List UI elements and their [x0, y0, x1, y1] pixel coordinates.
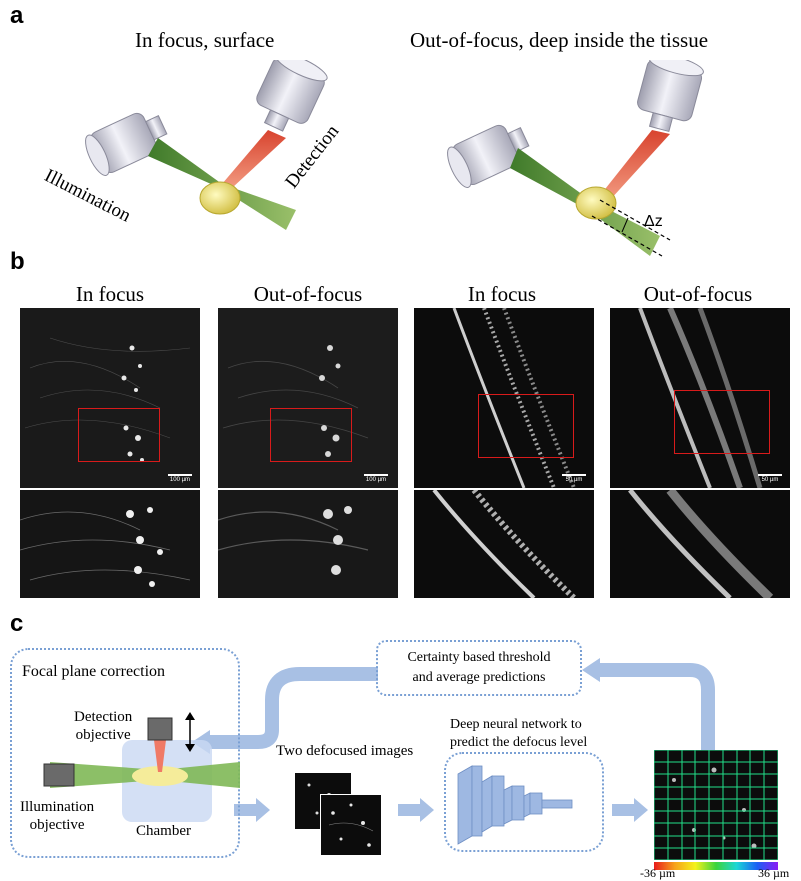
colorbar	[654, 862, 778, 870]
illumination-objective-icon	[43, 763, 75, 787]
right-detection-beam	[598, 130, 670, 200]
scalebar-1: 100 µm	[168, 474, 192, 483]
micrograph-4-full: 50 µm	[610, 308, 790, 488]
micrograph-1-zoom	[20, 490, 200, 598]
dnn-diagram	[457, 765, 573, 845]
chamber-diagram	[43, 712, 240, 822]
prediction-grid	[654, 750, 778, 860]
micrograph-4-zoom-texture	[628, 490, 774, 598]
micrograph-3-texture	[452, 308, 576, 488]
panel-b-letter: b	[10, 248, 25, 275]
micrograph-2-zoom	[218, 490, 398, 598]
illumination-sheet	[50, 762, 160, 788]
delta-z-label: Δz	[644, 213, 663, 230]
detection-objective-label: Detection objective	[74, 709, 133, 743]
dnn-label: Deep neural network to predict the defoc…	[450, 717, 588, 750]
micrograph-3-full: 50 µm	[414, 308, 594, 488]
left-detection-objective	[256, 60, 328, 132]
panel-a-left-title: In focus, surface	[135, 28, 275, 52]
left-illumination-objective	[85, 112, 168, 176]
zoom-region-2	[270, 408, 352, 462]
zoom-region-1	[78, 408, 160, 462]
right-detection-objective	[637, 60, 704, 133]
focal-plane-correction-box	[10, 648, 240, 858]
threshold-box	[376, 640, 582, 696]
panel-b-title-4: Out-of-focus	[643, 282, 753, 306]
micrograph-3-zoom	[414, 490, 594, 598]
threshold-label: Certainty based threshold and average pr…	[407, 650, 551, 685]
detection-objective-icon	[147, 717, 173, 741]
focal-plane-title: Focal plane correction	[22, 663, 166, 680]
sample-ellipse	[132, 766, 188, 786]
defocused-image-2	[320, 794, 382, 856]
detection-cone	[154, 740, 166, 772]
panel-a-diagrams	[85, 60, 704, 257]
micrograph-3-zoom-texture	[432, 490, 577, 598]
chamber-label: Chamber	[136, 823, 191, 839]
two-images-label: Two defocused images	[276, 743, 414, 759]
panel-c-letter: c	[10, 610, 24, 637]
right-sample	[575, 186, 617, 220]
delta-z-arrow	[621, 217, 629, 233]
micrograph-1-zoom-texture	[20, 507, 191, 587]
left-sample	[199, 181, 241, 215]
micrograph-4-zoom	[610, 490, 790, 598]
panel-a-right-title: Out-of-focus, deep inside the tissue	[410, 28, 709, 52]
panel-b-title-2: Out-of-focus	[253, 282, 363, 306]
panel-b-title-3: In focus	[467, 282, 537, 306]
left-detection-beam	[222, 130, 286, 188]
dnn-box	[444, 752, 604, 852]
micrograph-1-texture	[24, 337, 191, 462]
zoom-region-3	[478, 394, 574, 458]
micrograph-4-texture	[638, 308, 763, 488]
micrograph-2-texture	[222, 345, 369, 457]
panel-a-letter: a	[10, 2, 24, 29]
colorbar-min-label: -36 µm	[640, 866, 676, 880]
micrograph-1-full: 100 µm	[20, 308, 200, 488]
scalebar-2: 100 µm	[364, 474, 388, 483]
defocus-prediction-map	[654, 750, 778, 860]
illumination-objective-label: Illumination objective	[20, 799, 95, 833]
micrograph-2-full: 100 µm	[218, 308, 398, 488]
zoom-region-4	[674, 390, 770, 454]
scalebar-4: 50 µm	[758, 474, 782, 483]
right-illumination-objective	[447, 124, 530, 188]
colorbar-max-label: 36 µm	[758, 866, 790, 880]
panel-b-title-1: In focus	[75, 282, 145, 306]
scalebar-3: 50 µm	[562, 474, 586, 483]
micrograph-2-zoom-texture	[218, 506, 369, 575]
